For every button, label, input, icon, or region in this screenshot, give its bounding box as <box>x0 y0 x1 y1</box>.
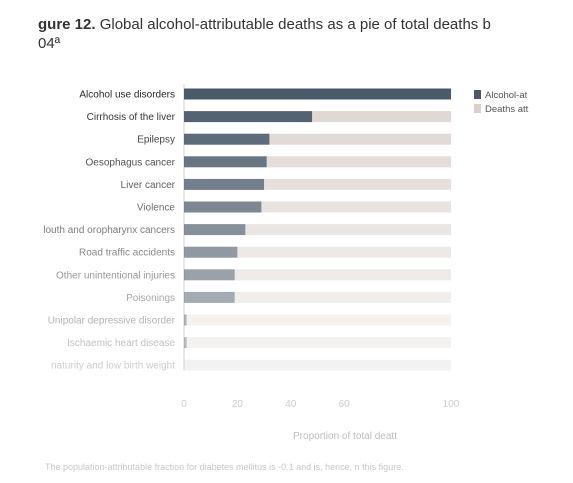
category-label: Poisonings <box>126 293 175 304</box>
category-label: Violence <box>137 203 176 214</box>
bars <box>184 88 452 371</box>
bar-other-12 <box>184 359 451 371</box>
bar-alcohol-10 <box>184 314 187 326</box>
bar-other-1 <box>312 111 451 123</box>
bar-alcohol-3 <box>184 156 267 168</box>
category-label: Ischaemic heart disease <box>67 338 175 349</box>
bar-alcohol-2 <box>184 133 270 145</box>
x-tick-labels: 0 20 40 60 100 <box>181 399 460 410</box>
bar-alcohol-1 <box>184 111 313 123</box>
bar-alcohol-7 <box>184 246 238 258</box>
x-tick-label: 40 <box>285 399 297 410</box>
category-label: Oesophagus cancer <box>85 157 175 168</box>
category-label: Unipolar depressive disorder <box>48 316 176 327</box>
bar-other-9 <box>234 291 451 303</box>
bar-alcohol-11 <box>184 337 187 349</box>
bar-other-6 <box>245 224 451 236</box>
category-label: Cirrhosis of the liver <box>87 112 176 123</box>
bar-other-3 <box>266 156 451 168</box>
legend: Alcohol-at Deaths att <box>474 90 529 115</box>
bar-other-7 <box>237 246 451 258</box>
category-label: naturity and low birth weight <box>51 361 175 372</box>
category-label: Road traffic accidents <box>79 248 175 259</box>
chart-title: gure 12. Global alcohol-attributable dea… <box>38 15 558 53</box>
bar-other-8 <box>234 269 451 281</box>
x-tick-label: 100 <box>443 399 460 410</box>
bar-alcohol-8 <box>184 269 235 281</box>
figure-title: Global alcohol-attributable deaths as a … <box>38 16 491 52</box>
category-label: louth and oropharynx cancers <box>43 225 175 236</box>
legend-label: Deaths att <box>485 104 529 115</box>
bar-alcohol-0 <box>184 88 451 100</box>
category-label: Alcohol use disorders <box>79 90 175 101</box>
bar-alcohol-5 <box>184 201 262 213</box>
bar-other-2 <box>269 133 451 145</box>
bar-alcohol-4 <box>184 178 265 190</box>
bar-other-5 <box>261 201 451 213</box>
category-label: Epilepsy <box>137 135 175 146</box>
figure-label: gure 12. <box>38 16 96 33</box>
footnote: The population-attributable fraction for… <box>45 462 404 472</box>
x-tick-label: 20 <box>232 399 244 410</box>
x-tick-label: 60 <box>339 399 351 410</box>
bar-other-4 <box>264 178 451 190</box>
bar-other-10 <box>186 314 452 326</box>
legend-swatch <box>474 104 481 113</box>
legend-label: Alcohol-at <box>485 90 528 101</box>
category-label: Other unintentional injuries <box>56 270 175 281</box>
x-tick-label: 0 <box>181 399 187 410</box>
legend-swatch <box>474 90 481 99</box>
x-axis-label: Proportion of total deatt <box>293 431 397 442</box>
bar-other-11 <box>186 337 452 349</box>
bar-alcohol-6 <box>184 224 246 236</box>
bar-alcohol-9 <box>184 291 235 303</box>
category-label: Liver cancer <box>121 180 176 191</box>
category-labels: Alcohol use disorders Cirrhosis of the li… <box>43 90 175 372</box>
